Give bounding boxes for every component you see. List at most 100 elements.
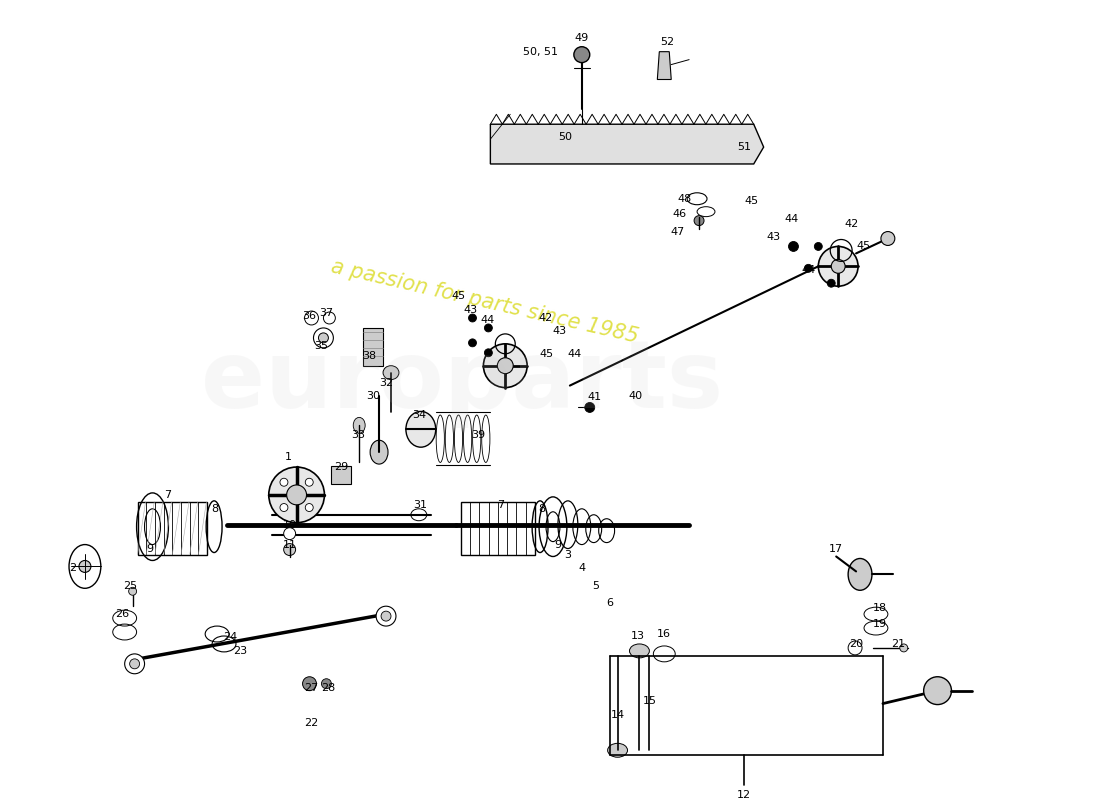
Bar [138,502,207,554]
Text: 32: 32 [379,378,393,387]
Text: 25: 25 [123,582,138,591]
Text: europarts: europarts [201,336,724,427]
Circle shape [694,216,704,226]
Ellipse shape [607,743,627,758]
Text: 35: 35 [315,341,329,351]
Circle shape [585,402,595,413]
Bar [363,328,383,366]
Circle shape [814,242,823,250]
Text: 15: 15 [642,695,657,706]
Text: 13: 13 [630,631,645,641]
Ellipse shape [437,415,444,462]
Circle shape [804,264,812,272]
Bar [461,502,535,554]
Text: 42: 42 [539,313,553,323]
Ellipse shape [463,415,472,462]
Circle shape [900,644,908,652]
Text: 52: 52 [660,37,674,46]
Text: 50: 50 [558,132,572,142]
Circle shape [306,478,313,486]
Text: 40: 40 [628,390,642,401]
Circle shape [302,677,317,690]
Text: 22: 22 [305,718,319,729]
Text: 2: 2 [69,563,77,574]
Text: 27: 27 [305,682,319,693]
Circle shape [129,587,136,595]
Circle shape [280,503,288,511]
Text: 50, 51: 50, 51 [522,46,558,57]
Text: 45: 45 [856,242,870,251]
Ellipse shape [473,415,481,462]
Text: 24: 24 [223,632,238,642]
Circle shape [484,349,493,357]
Text: 38: 38 [362,350,376,361]
Text: 28: 28 [321,682,336,693]
Text: a passion for parts since 1985: a passion for parts since 1985 [329,257,640,347]
Text: 14: 14 [610,710,625,721]
Text: 23: 23 [233,646,248,656]
Text: 12: 12 [737,790,751,800]
Text: 37: 37 [319,308,333,318]
Text: 10: 10 [283,520,297,530]
Text: 16: 16 [658,629,671,639]
Ellipse shape [370,440,388,464]
Text: 43: 43 [463,305,477,315]
Circle shape [268,467,324,522]
Circle shape [124,654,144,674]
Text: 18: 18 [873,603,887,613]
Text: 44: 44 [481,315,495,325]
Text: 45: 45 [539,349,553,358]
Text: 31: 31 [412,500,427,510]
Ellipse shape [406,411,436,447]
Circle shape [381,611,390,621]
Text: 46: 46 [672,209,686,218]
Text: 3: 3 [564,550,571,559]
Text: 36: 36 [302,311,317,321]
Ellipse shape [482,415,490,462]
Text: 48: 48 [676,194,691,204]
Circle shape [924,677,952,705]
Ellipse shape [446,415,453,462]
Text: 39: 39 [472,430,485,440]
Text: 20: 20 [849,639,864,649]
Circle shape [469,314,476,322]
Text: 5: 5 [592,582,600,591]
Text: 19: 19 [873,619,887,629]
Text: 29: 29 [334,462,349,472]
Ellipse shape [353,418,365,434]
Circle shape [130,659,140,669]
Text: 43: 43 [553,326,566,336]
Polygon shape [491,124,763,164]
Circle shape [827,279,835,287]
Circle shape [79,561,91,573]
Circle shape [469,339,476,347]
Text: 44: 44 [784,214,799,224]
Circle shape [484,324,493,332]
Ellipse shape [454,415,463,462]
Text: 34: 34 [411,410,426,420]
Circle shape [818,246,858,286]
Text: 45: 45 [745,196,759,206]
Text: 44: 44 [568,349,582,358]
Text: 7: 7 [164,490,170,500]
Text: 49: 49 [574,33,589,42]
Text: 44: 44 [801,266,815,275]
Ellipse shape [383,366,399,380]
Text: 17: 17 [829,543,844,554]
Circle shape [321,678,331,689]
Text: 9: 9 [554,539,561,550]
Circle shape [832,259,845,274]
Ellipse shape [629,644,649,658]
Circle shape [306,503,313,511]
Text: 4: 4 [579,563,585,574]
Text: 8: 8 [211,504,219,514]
Polygon shape [658,52,671,79]
Text: 33: 33 [351,430,365,440]
Text: 11: 11 [283,539,297,550]
Circle shape [284,528,296,540]
Bar [331,466,351,484]
Circle shape [881,231,894,246]
Circle shape [497,358,514,374]
Circle shape [789,242,799,251]
Text: 47: 47 [670,226,684,237]
